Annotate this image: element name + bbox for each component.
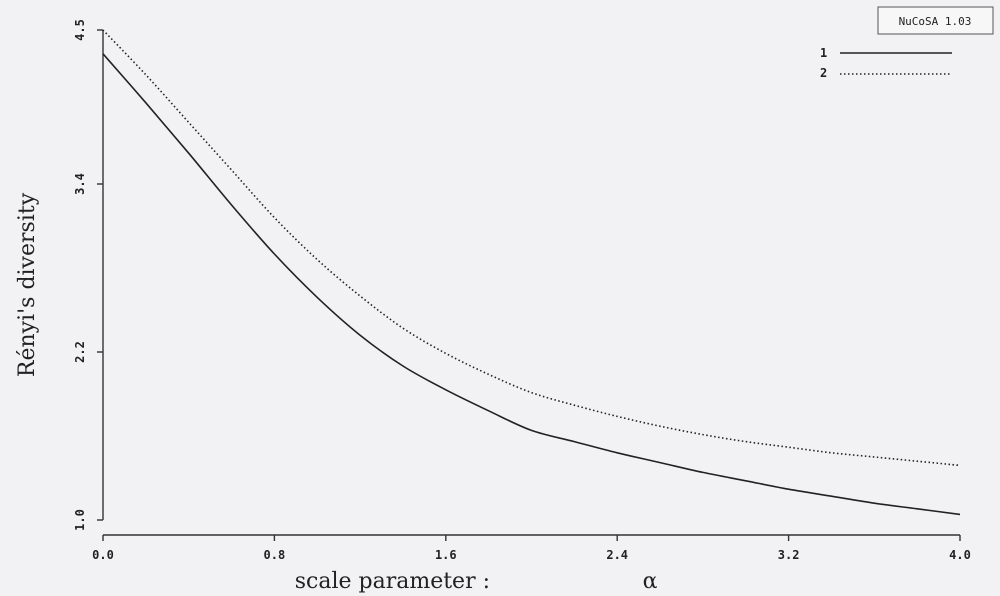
x-axis-symbol: α [643,569,658,594]
x-tick-label: 0.0 [92,548,114,562]
y-tick-label: 4.5 [73,19,87,41]
x-axis-label: scale parameter : [295,569,490,594]
y-tick-label: 1.0 [73,509,87,531]
y-tick-label: 2.2 [73,341,87,363]
x-tick-label: 2.4 [606,548,628,562]
y-axis-label: Rényi's diversity [15,192,40,377]
legend-label-2: 2 [820,66,827,80]
x-tick-label: 4.0 [949,548,971,562]
version-badge: NuCoSA 1.03 [899,15,972,28]
legend-label-1: 1 [820,46,827,60]
x-tick-label: 3.2 [778,548,800,562]
x-ticks: 0.0 0.8 1.6 2.4 3.2 4.0 [92,535,971,562]
x-tick-label: 1.6 [435,548,457,562]
x-tick-label: 0.8 [264,548,286,562]
series-group [102,29,961,516]
y-tick-label: 3.4 [73,173,87,195]
series-line-2 [102,29,961,467]
y-ticks: 1.0 2.2 3.4 4.5 [73,19,103,531]
version-badge-box [877,6,994,35]
series-line-1 [102,53,961,516]
legend: 1 2 [820,46,952,80]
